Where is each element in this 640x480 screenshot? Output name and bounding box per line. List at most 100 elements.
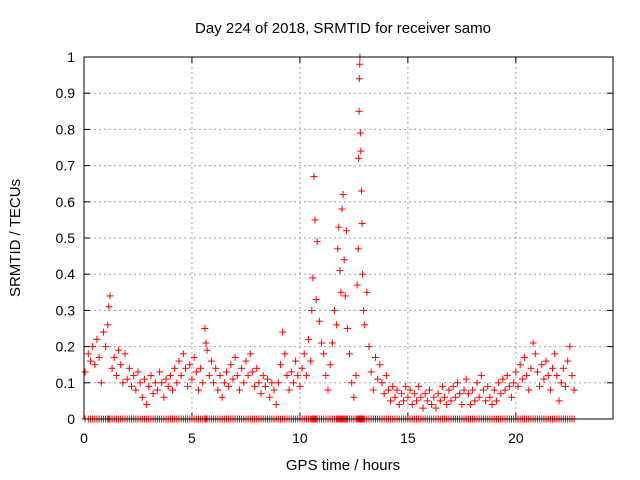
data-point (447, 397, 455, 405)
data-point (119, 379, 127, 387)
data-point (138, 393, 146, 401)
data-point (292, 357, 300, 365)
data-point (169, 386, 177, 394)
data-point (318, 339, 326, 347)
data-point (84, 350, 92, 358)
data-point (542, 357, 550, 365)
data-point (197, 364, 205, 372)
data-point (367, 368, 375, 376)
data-point (153, 386, 161, 394)
data-point (229, 375, 237, 383)
data-point (531, 350, 539, 358)
data-point (404, 393, 412, 401)
data-point (253, 364, 261, 372)
y-tick-label: 0.6 (56, 194, 76, 210)
x-tick-label: 0 (80, 430, 88, 446)
data-point (393, 386, 401, 394)
data-point (380, 390, 388, 398)
data-point (298, 364, 306, 372)
data-point (529, 339, 537, 347)
data-point (523, 372, 531, 380)
data-point (257, 390, 265, 398)
data-point (488, 401, 496, 409)
data-point (308, 306, 316, 314)
data-point (212, 364, 220, 372)
data-point (503, 372, 511, 380)
data-point (140, 375, 148, 383)
data-point (173, 379, 181, 387)
y-tick-label: 0.4 (56, 266, 76, 282)
data-point (355, 154, 363, 162)
data-point (462, 375, 470, 383)
data-point (312, 296, 320, 304)
data-point (227, 361, 235, 369)
data-point (508, 393, 516, 401)
data-point (202, 339, 210, 347)
data-point (421, 390, 429, 398)
data-point (378, 379, 386, 387)
data-point (449, 382, 457, 390)
data-point (199, 379, 207, 387)
data-point (175, 357, 183, 365)
data-point (432, 404, 440, 412)
data-point (339, 191, 347, 199)
data-point (216, 372, 224, 380)
y-tick-label: 0.1 (56, 375, 76, 391)
data-point (546, 386, 554, 394)
data-point (160, 393, 168, 401)
data-point (125, 364, 133, 372)
data-point (91, 361, 99, 369)
data-point (350, 393, 358, 401)
data-point (223, 368, 231, 376)
data-point (240, 379, 248, 387)
data-point (194, 386, 202, 394)
data-point (355, 107, 363, 115)
data-point (106, 292, 114, 300)
data-point (557, 379, 565, 387)
data-point (538, 361, 546, 369)
data-point (158, 379, 166, 387)
data-point (406, 386, 414, 394)
data-point (334, 245, 342, 253)
y-tick-label: 0.5 (56, 230, 76, 246)
y-axis-label: SRMTID / TECUs (7, 179, 24, 297)
data-point (117, 361, 125, 369)
data-point (134, 368, 142, 376)
data-point (402, 382, 410, 390)
data-point (400, 397, 408, 405)
data-point (484, 382, 492, 390)
data-point (473, 379, 481, 387)
data-point (261, 382, 269, 390)
data-point (192, 368, 200, 376)
data-point (115, 346, 123, 354)
data-point (395, 401, 403, 409)
data-point (166, 372, 174, 380)
data-point (441, 393, 449, 401)
data-point (357, 187, 365, 195)
data-point (570, 386, 578, 394)
data-point (276, 361, 284, 369)
data-point (310, 172, 318, 180)
data-point (190, 353, 198, 361)
data-point (443, 401, 451, 409)
data-point (147, 372, 155, 380)
data-point (417, 393, 425, 401)
data-point (272, 401, 280, 409)
data-point (348, 379, 356, 387)
data-point (305, 335, 313, 343)
data-point (205, 372, 213, 380)
data-point (387, 397, 395, 405)
data-point (99, 328, 107, 336)
data-point (207, 357, 215, 365)
data-point (330, 306, 338, 314)
data-point (244, 372, 252, 380)
data-point (423, 397, 431, 405)
y-tick-label: 1 (67, 49, 75, 65)
data-point (248, 368, 256, 376)
data-point (382, 372, 390, 380)
y-tick-label: 0.2 (56, 339, 76, 355)
data-point (220, 379, 228, 387)
data-point (413, 397, 421, 405)
